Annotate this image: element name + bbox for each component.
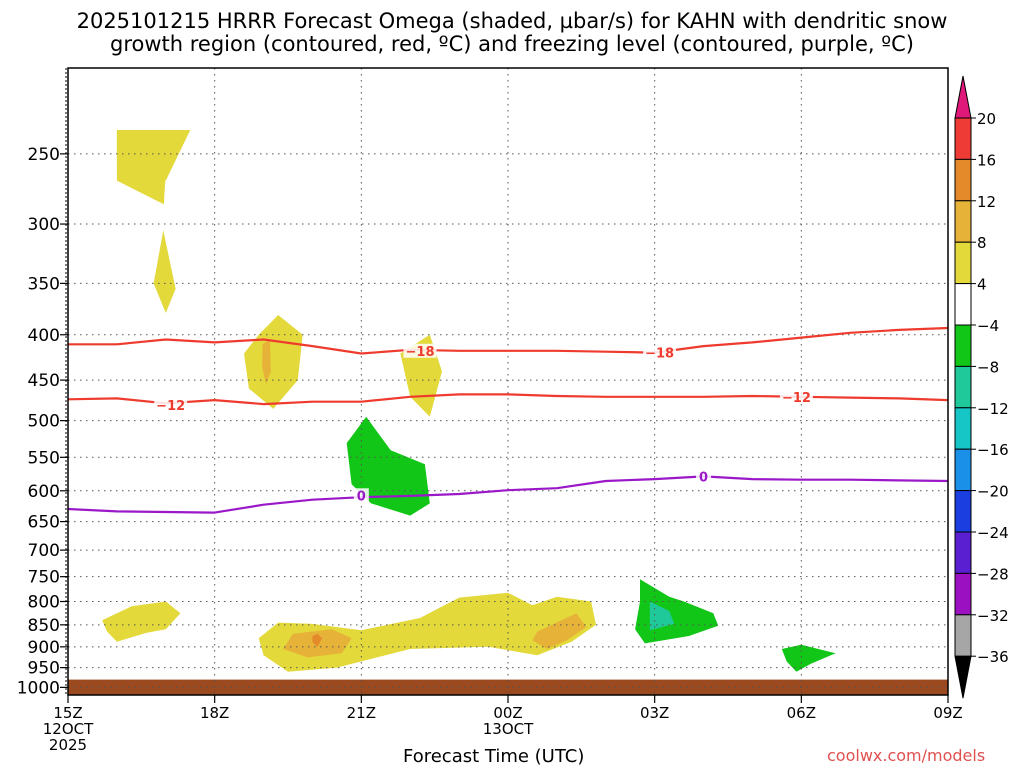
- watermark[interactable]: coolwx.com/models: [827, 746, 986, 765]
- contour-label-freezing_level-1: 0: [357, 489, 366, 504]
- colorbar-swatch-4: [954, 241, 972, 285]
- colorbar-swatch-7: [954, 365, 972, 409]
- x-tick-label-03Z: 03Z: [640, 704, 669, 722]
- axes-layer: 2503003504004505005506006507007508008509…: [17, 145, 963, 754]
- colorbar: 20 16 12 8 4 −4 −8 −12 −16 −20 −24 −28 −32 −36: [954, 75, 1009, 699]
- x-axis-label: Forecast Time (UTC): [403, 746, 585, 767]
- chart-title-line-2: growth region (contoured, red, ºC) and f…: [110, 32, 914, 56]
- omega-region-4: [153, 230, 176, 313]
- contour-label-bg: [779, 389, 813, 404]
- omega-region-10: [258, 592, 596, 672]
- contour-dgz_top: [68, 326, 949, 355]
- colorbar-label-0: 20: [977, 110, 996, 128]
- colorbar-swatch-13: [954, 614, 972, 657]
- omega-shading-layer: [68, 130, 948, 695]
- colorbar-swatch-8: [954, 407, 972, 450]
- contour-label-bg: [643, 345, 677, 360]
- colorbar-label-11: −28: [977, 565, 1009, 583]
- contour-label-dgz_top-1: −18: [406, 345, 435, 360]
- colorbar-label-12: −32: [977, 607, 1009, 625]
- colorbar-swatch-9: [954, 448, 972, 492]
- colorbar-swatch-3: [954, 200, 972, 243]
- y-tick-label-350: 350: [28, 274, 60, 294]
- y-tick-label-850: 850: [28, 616, 60, 636]
- grid-layer: [68, 68, 948, 695]
- contour-label-bg: [353, 488, 369, 503]
- contour-freezing_level: [67, 475, 949, 514]
- omega-region-13: [532, 613, 587, 649]
- contour-label-bg: [403, 343, 437, 358]
- omega-region-12: [312, 633, 323, 647]
- contour-label-dgz_bottom-2: −12: [782, 391, 811, 406]
- y-tick-label-600: 600: [28, 482, 60, 502]
- colorbar-label-4: 4: [977, 276, 987, 294]
- colorbar-label-9: −20: [977, 483, 1009, 501]
- x-tick-label-06Z: 06Z: [787, 704, 816, 722]
- colorbar-swatch-10: [954, 490, 972, 533]
- omega-region-2: [116, 130, 191, 172]
- y-tick-label-900: 900: [28, 638, 60, 658]
- contour-label-dgz_bottom-1: −12: [156, 399, 185, 414]
- colorbar-swatch-1: [954, 117, 972, 160]
- y-tick-label-550: 550: [28, 448, 60, 468]
- contour-layer: −18 −18 −12 −12 0 0: [67, 326, 949, 514]
- y-tick-label-650: 650: [28, 513, 60, 533]
- x-tick-sublabel: 12OCT: [43, 720, 94, 738]
- colorbar-label-6: −8: [977, 358, 999, 376]
- y-tick-label-1000: 1000: [17, 678, 60, 698]
- omega-region-5: [244, 315, 303, 409]
- omega-region-15: [649, 601, 675, 631]
- x-tick-label-18Z: 18Z: [200, 704, 229, 722]
- contour-label-dgz_top-2: −18: [645, 347, 674, 362]
- colorbar-label-13: −36: [977, 648, 1009, 666]
- chart-title-line-1: 2025101215 HRRR Forecast Omega (shaded, …: [76, 9, 948, 33]
- y-tick-label-450: 450: [28, 371, 60, 391]
- colorbar-swatch-11: [954, 531, 972, 574]
- colorbar-label-3: 8: [977, 234, 987, 252]
- colorbar-label-1: 16: [977, 151, 996, 169]
- colorbar-swatch-top: [954, 75, 972, 119]
- colorbar-label-2: 12: [977, 193, 996, 211]
- x-tick-label-15Z: 15Z: [53, 704, 82, 722]
- x-tick-label-09Z: 09Z: [933, 704, 962, 722]
- colorbar-label-5: −4: [977, 317, 999, 335]
- y-tick-label-500: 500: [28, 412, 60, 432]
- y-tick-label-400: 400: [28, 326, 60, 346]
- y-tick-label-700: 700: [28, 541, 60, 561]
- omega-region-14: [635, 579, 719, 644]
- y-tick-label-800: 800: [28, 593, 60, 613]
- colorbar-label-7: −12: [977, 400, 1009, 418]
- omega-region-9: [102, 601, 181, 642]
- x-tick-label-21Z: 21Z: [347, 704, 376, 722]
- colorbar-label-10: −24: [977, 524, 1009, 542]
- x-tick-label-00Z: 00Z: [493, 704, 522, 722]
- y-tick-label-300: 300: [28, 215, 60, 235]
- contour-label-bg: [696, 469, 712, 484]
- y-tick-label-250: 250: [28, 145, 60, 165]
- colorbar-swatch-5: [954, 283, 972, 326]
- omega-region-6: [262, 339, 271, 385]
- colorbar-swatch-6: [954, 324, 972, 367]
- contour-label-freezing_level-2: 0: [699, 470, 708, 485]
- contour-label-bg: [154, 397, 188, 412]
- colorbar-swatch-12: [954, 572, 972, 616]
- x-tick-sublabel: 2025: [49, 736, 87, 754]
- colorbar-swatch-bottom: [954, 655, 972, 699]
- omega-region-16: [781, 644, 836, 672]
- y-tick-label-750: 750: [28, 568, 60, 588]
- x-tick-sublabel: 13OCT: [483, 720, 534, 738]
- colorbar-swatch-2: [954, 158, 972, 202]
- colorbar-label-8: −16: [977, 441, 1009, 459]
- omega-region-3: [116, 156, 166, 205]
- y-tick-label-950: 950: [28, 659, 60, 679]
